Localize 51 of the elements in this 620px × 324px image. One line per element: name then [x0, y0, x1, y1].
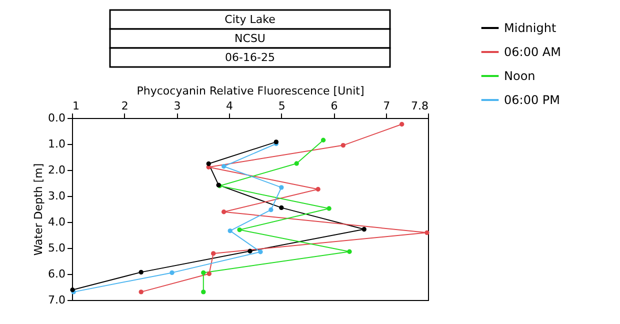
legend-label: Midnight: [504, 21, 556, 35]
x-tick-label: 7: [383, 100, 390, 112]
chart-title: City Lake: [224, 13, 276, 26]
point: [221, 164, 226, 169]
legend-label: 06:00 AM: [504, 45, 561, 59]
x-tick-label: 1: [72, 100, 80, 112]
point: [201, 290, 206, 294]
y-tick-label: 5.0: [48, 242, 66, 254]
x-tick-label: 4: [226, 100, 234, 112]
point: [424, 230, 430, 235]
legend-label: 06:00 PM: [504, 93, 560, 107]
y-tick-label: 2.0: [48, 164, 66, 176]
legend-label: Noon: [504, 69, 536, 83]
point: [138, 290, 144, 294]
point: [320, 138, 326, 142]
x-axis-title: Phycocyanin Relative Fluorescence [Unit]: [136, 84, 364, 98]
x-tick-label: 5: [278, 100, 286, 112]
point: [221, 210, 226, 214]
y-tick-label: 3.0: [48, 190, 66, 202]
y-tick-label: 0.0: [48, 112, 66, 124]
point: [294, 161, 299, 166]
y-axis-title: Water Depth [m]: [32, 163, 46, 256]
x-tick-label: 6: [330, 100, 338, 112]
point: [258, 250, 263, 254]
point: [206, 271, 212, 276]
point: [170, 270, 174, 276]
point: [138, 270, 144, 275]
y-tick-label: 1.0: [48, 138, 66, 150]
chart-subtitle: NCSU: [234, 32, 266, 45]
point: [237, 227, 242, 232]
point: [326, 206, 332, 211]
y-tick-label: 4.0: [48, 216, 66, 228]
point: [362, 226, 366, 232]
point: [279, 205, 284, 210]
point: [228, 228, 232, 234]
point: [399, 122, 404, 127]
y-tick-label: 7.0: [48, 294, 66, 306]
point: [316, 186, 320, 192]
x-tick-label: 3: [174, 100, 181, 112]
point: [279, 185, 284, 190]
point: [268, 207, 274, 212]
y-tick-label: 6.0: [48, 268, 66, 280]
point: [211, 251, 216, 256]
point: [206, 161, 211, 166]
text: 06-16-25: [225, 51, 275, 64]
point: [201, 270, 206, 276]
point: [340, 142, 346, 148]
point: [248, 248, 252, 254]
point: [347, 249, 352, 254]
x-tick-label: 7.8: [411, 100, 428, 112]
x-tick-label: 2: [121, 100, 128, 112]
